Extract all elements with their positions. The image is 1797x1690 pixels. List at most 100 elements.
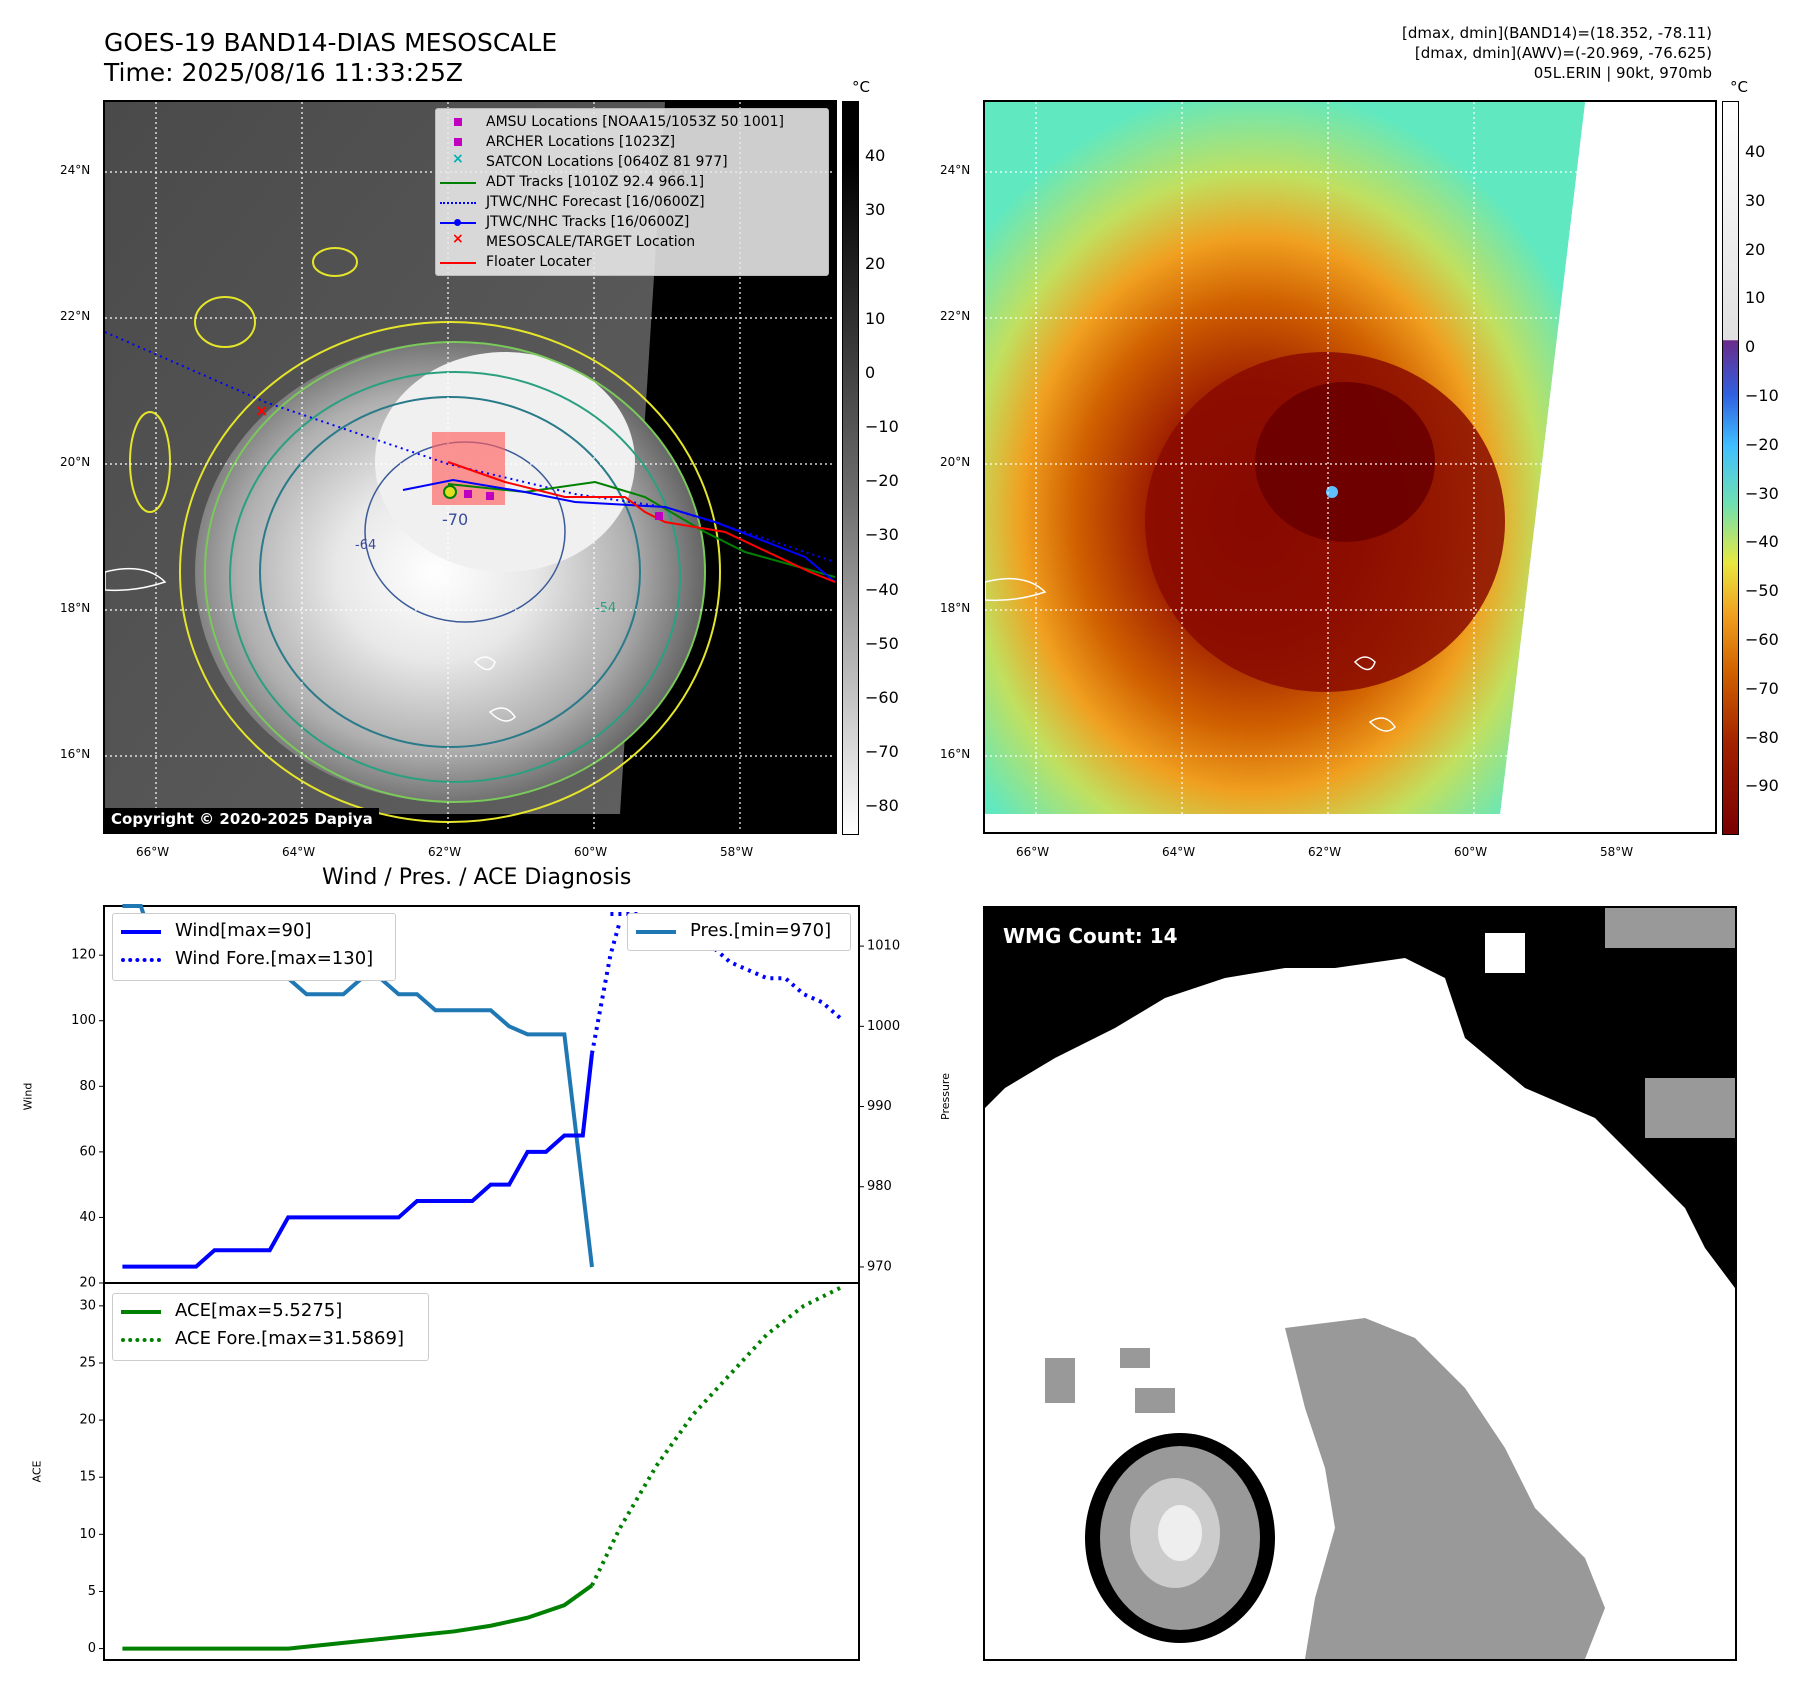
- awv-map-image: [985, 102, 1715, 832]
- wind-tick-label: 60: [79, 1144, 96, 1159]
- floater-track: [447, 461, 835, 583]
- dmax-band14: [dmax, dmin](BAND14)=(18.352, -78.11): [1401, 24, 1712, 42]
- ir-colorbar-tick-label: −10: [865, 417, 899, 436]
- ace-tick-label: 0: [88, 1641, 96, 1656]
- contour-label-54: -54: [595, 601, 616, 616]
- pressure-tick-label: 970: [867, 1259, 892, 1274]
- square-marker-icon: [454, 138, 462, 146]
- line-marker-icon: [440, 182, 476, 184]
- amsu-marker-2: [655, 512, 663, 520]
- awv-colorbar-tick-label: 30: [1745, 190, 1766, 210]
- chart-time: Time: 2025/08/16 11:33:25Z: [104, 58, 463, 87]
- awv-lon-64: 64°W: [1162, 845, 1196, 859]
- ir-colorbar-tick-label: 0: [865, 362, 876, 382]
- nhc-track: [402, 478, 835, 583]
- legend-forecast: JTWC/NHC Forecast [16/0600Z]: [436, 193, 828, 213]
- ir-colorbar-tick-label: −70: [865, 742, 899, 762]
- awv-colorbar-tick-label: −50: [1745, 581, 1779, 601]
- copyright-label: Copyright © 2020-2025 Dapiya: [105, 808, 379, 830]
- wind-tick-label: 100: [71, 1013, 96, 1028]
- ir-colorbar-unit: °C: [852, 78, 870, 96]
- ir-colorbar-tick-label: −30: [865, 525, 899, 545]
- awv-colorbar-tick-label: −40: [1745, 532, 1779, 552]
- pressure-forecast-line: [610, 912, 842, 1020]
- dotted-line-icon: [121, 958, 161, 962]
- awv-lon-62: 62°W: [1308, 845, 1342, 859]
- ace-fore-legend-label: ACE Fore.[max=31.5869]: [175, 1328, 404, 1349]
- target-location-marker: ×: [255, 401, 268, 420]
- dotted-line-icon: [440, 202, 476, 204]
- wmg-image: [985, 908, 1735, 1659]
- chart-title: GOES-19 BAND14-DIAS MESOSCALE: [104, 28, 558, 57]
- ir-lon-60: 60°W: [574, 845, 608, 859]
- ace-tick-label: 5: [88, 1584, 96, 1599]
- pressure-axis-label: Pressure: [938, 1073, 952, 1120]
- awv-lat-20: 20°N: [940, 455, 971, 469]
- legend-satcon: × SATCON Locations [0640Z 81 977]: [452, 151, 728, 170]
- awv-colorbar-tick-label: −30: [1745, 483, 1779, 503]
- solid-line-icon: [121, 1310, 161, 1314]
- awv-lon-58: 58°W: [1600, 845, 1634, 859]
- ir-lat-18: 18°N: [60, 601, 91, 615]
- awv-lat-22: 22°N: [940, 309, 971, 323]
- ir-lon-64: 64°W: [282, 845, 316, 859]
- ace-legend: ACE[max=5.5275] ACE Fore.[max=31.5869]: [112, 1293, 429, 1361]
- awv-lat-18: 18°N: [940, 601, 971, 615]
- amsu-marker: [464, 490, 472, 498]
- diagnosis-chart: 20 40 60 80 100 120 970 980 990 1000 1010 0 5 10 15 20 2…: [71, 904, 900, 1661]
- awv-colorbar-tick-label: 10: [1745, 288, 1766, 308]
- dmax-awv: [dmax, dmin](AWV)=(-20.969, -76.625): [1414, 44, 1712, 62]
- legend-archer: ARCHER Locations [1023Z]: [436, 133, 828, 153]
- x-marker-icon: ×: [452, 151, 464, 167]
- ace-tick-label: 10: [79, 1527, 96, 1542]
- contour-label-64: -64: [355, 538, 376, 553]
- awv-colorbar-tick-label: −10: [1745, 386, 1779, 405]
- wind-legend: Wind[max=90] Wind Fore.[max=130]: [112, 913, 396, 981]
- awv-colorbar-tick-label: −90: [1745, 776, 1779, 796]
- ace-line: [122, 1583, 594, 1651]
- awv-colorbar-tick-label: −70: [1745, 678, 1779, 698]
- storm-info: 05L.ERIN | 90kt, 970mb: [1533, 64, 1712, 82]
- wind-legend-label: Wind[max=90]: [175, 920, 312, 941]
- legend-amsu: AMSU Locations [NOAA15/1053Z 50 1001]: [436, 113, 828, 133]
- pressure-legend-label: Pres.[min=970]: [690, 920, 832, 941]
- awv-lat-16: 16°N: [940, 747, 971, 761]
- ace-tick-label: 25: [79, 1355, 96, 1370]
- awv-eye-marker: [1326, 486, 1338, 498]
- ace-forecast-line: [590, 1285, 842, 1587]
- archer-marker: [486, 492, 494, 500]
- ace-tick-label: 15: [79, 1470, 96, 1485]
- awv-colorbar-tick-label: 20: [1745, 239, 1766, 259]
- dotted-line-icon: [121, 1338, 161, 1342]
- awv-map-panel: [983, 100, 1717, 834]
- pressure-tick-label: 1000: [867, 1019, 900, 1034]
- ir-lat-22: 22°N: [60, 309, 91, 323]
- ir-colorbar-tick-label: −40: [865, 579, 899, 599]
- contour-label-70: -70: [442, 510, 468, 529]
- ir-colorbar-tick-label: −20: [865, 471, 899, 491]
- ace-tick-label: 30: [79, 1298, 96, 1313]
- legend-target: × MESOSCALE/TARGET Location: [452, 231, 696, 250]
- awv-colorbar-tick-label: 40: [1745, 142, 1766, 161]
- ir-map-panel: -70 -64 -54 × AMSU Locations [NOAA15/105…: [103, 100, 837, 834]
- pressure-tick-label: 980: [867, 1179, 892, 1194]
- awv-colorbar-tick-label: −20: [1745, 434, 1779, 454]
- ir-lon-62: 62°W: [428, 845, 462, 859]
- ir-lon-58: 58°W: [720, 845, 754, 859]
- forecast-track: [105, 331, 835, 563]
- ir-colorbar-tick-label: 20: [865, 254, 886, 274]
- legend-adt: ADT Tracks [1010Z 92.4 966.1]: [436, 173, 828, 193]
- pressure-legend: Pres.[min=970]: [627, 913, 851, 951]
- ace-legend-label: ACE[max=5.5275]: [175, 1300, 343, 1321]
- ir-colorbar-tick-label: 40: [865, 146, 886, 165]
- x-marker-icon: ×: [452, 231, 464, 247]
- wind-forecast-line: [590, 921, 622, 1054]
- legend-nhc-tracks: JTWC/NHC Tracks [16/0600Z]: [436, 213, 828, 233]
- ir-colorbar-tick-label: −80: [865, 796, 899, 816]
- awv-colorbar-unit: °C: [1730, 78, 1748, 96]
- awv-lat-24: 24°N: [940, 163, 971, 177]
- solid-line-icon: [636, 930, 676, 934]
- solid-line-icon: [121, 930, 161, 934]
- pressure-tick-label: 1010: [867, 939, 900, 954]
- wind-line: [122, 1053, 594, 1269]
